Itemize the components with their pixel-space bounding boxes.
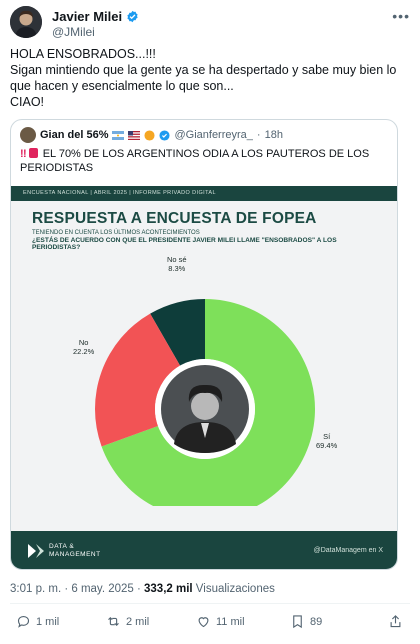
- tweet-timestamp[interactable]: 3:01 p. m. · 6 may. 2025 ·: [10, 583, 145, 595]
- views-label: Visualizaciones: [192, 583, 275, 595]
- data-management-logo-icon: [28, 544, 44, 558]
- action-bar: 1 mil 2 mil 11 mil 89: [10, 614, 410, 636]
- slice-no-s-: [150, 299, 205, 366]
- label-no-se-value: 8.3%: [168, 264, 186, 273]
- reply-count: 1 mil: [36, 615, 60, 628]
- tweet-meta: 3:01 p. m. · 6 may. 2025 · 333,2 mil Vis…: [10, 583, 275, 595]
- tweet-text: HOLA ENSOBRADOS...!!! Sigan mintiendo qu…: [10, 46, 410, 110]
- author-name[interactable]: Javier Milei: [52, 9, 123, 24]
- tweet-line-2: Sigan mintiendo que la gente ya se ha de…: [10, 63, 400, 93]
- center-portrait-icon: [161, 365, 249, 453]
- reply-button[interactable]: 1 mil: [16, 614, 59, 629]
- poll-infographic[interactable]: ENCUESTA NACIONAL | ABRIL 2025 | INFORME…: [11, 186, 397, 569]
- label-si-value: 69.4%: [316, 441, 338, 450]
- quoted-timestamp[interactable]: 18h: [264, 129, 283, 141]
- label-no-se-name: No sé: [167, 255, 187, 264]
- quoted-avatar[interactable]: [20, 127, 36, 143]
- infographic-footer: DATA & MANAGEMENT @DataManagem en X: [11, 531, 397, 569]
- label-si: Sí 69.4%: [316, 432, 337, 450]
- infographic-question: ¿ESTÁS DE ACUERDO CON QUE EL PRESIDENTE …: [32, 237, 337, 251]
- divider: [10, 603, 410, 604]
- author-handle[interactable]: @JMilei: [52, 25, 95, 39]
- slice-s-: [101, 299, 315, 519]
- slice-no: [95, 313, 181, 447]
- repost-icon: [108, 616, 119, 627]
- repost-button[interactable]: 2 mil: [106, 614, 149, 629]
- infographic-context: TENIENDO EN CUENTA LOS ÚLTIMOS ACONTECIM…: [32, 230, 200, 236]
- verified-badge-icon: [127, 10, 138, 23]
- quoted-tweet[interactable]: Gian del 56% @Gianferreyra_ · 18h ‼ EL 7…: [10, 119, 398, 570]
- quoted-author-handle[interactable]: @Gianferreyra_: [174, 129, 253, 141]
- share-button[interactable]: [388, 614, 403, 629]
- usa-flag-icon: [128, 130, 141, 140]
- label-no-value: 22.2%: [73, 347, 95, 356]
- brand-line-2: MANAGEMENT: [49, 551, 101, 558]
- label-no-se: No sé 8.3%: [167, 255, 187, 273]
- tweet-header: Javier Milei @JMilei •••: [10, 6, 410, 42]
- repost-count: 2 mil: [126, 615, 150, 628]
- view-count: 333,2 mil: [144, 583, 193, 595]
- donut-chart-svg: [95, 299, 315, 519]
- infographic-topbar: ENCUESTA NACIONAL | ABRIL 2025 | INFORME…: [11, 186, 397, 201]
- double-exclamation-icon: ‼: [20, 148, 27, 160]
- orange-emoji-icon: [144, 129, 156, 141]
- quoted-author-name[interactable]: Gian del 56%: [40, 129, 109, 141]
- brand-line-1: DATA &: [49, 543, 75, 550]
- brand-handle: @DataManagem en X: [313, 547, 383, 554]
- avatar[interactable]: [10, 6, 42, 38]
- label-no-name: No: [78, 338, 89, 347]
- verified-badge-icon: [159, 129, 171, 141]
- quoted-text-body: EL 70% DE LOS ARGENTINOS ODIA A LOS PAUT…: [20, 148, 370, 174]
- donut-chart: No sé 8.3% No 22.2% Sí 69.4%: [11, 246, 397, 519]
- share-icon: [390, 615, 401, 628]
- quoted-text: ‼ EL 70% DE LOS ARGENTINOS ODIA A LOS PA…: [20, 147, 390, 175]
- quoted-tweet-header: Gian del 56% @Gianferreyra_ · 18h: [20, 127, 283, 143]
- tweet-line-1: HOLA ENSOBRADOS...!!!: [10, 47, 156, 61]
- label-si-name: Sí: [323, 432, 331, 441]
- bookmark-icon: [293, 615, 302, 629]
- bookmark-count: 89: [310, 615, 323, 628]
- alarm-emoji-icon: [28, 148, 38, 158]
- heart-icon: [198, 617, 209, 628]
- brand-name: DATA & MANAGEMENT: [49, 543, 101, 559]
- infographic-title: RESPUESTA A ENCUESTA DE FOPEA: [32, 210, 317, 227]
- like-count: 11 mil: [216, 615, 245, 628]
- label-no: No 22.2%: [73, 338, 94, 356]
- more-options-icon[interactable]: •••: [392, 8, 410, 24]
- infographic-subtitle: TENIENDO EN CUENTA LOS ÚLTIMOS ACONTECIM…: [32, 230, 382, 251]
- reply-icon: [17, 615, 30, 628]
- argentina-flag-icon: [112, 130, 125, 140]
- like-button[interactable]: 11 mil: [196, 614, 245, 629]
- bookmark-button[interactable]: 89: [290, 614, 322, 629]
- dot-separator: ·: [256, 129, 261, 141]
- tweet-line-3: CIAO!: [10, 95, 45, 109]
